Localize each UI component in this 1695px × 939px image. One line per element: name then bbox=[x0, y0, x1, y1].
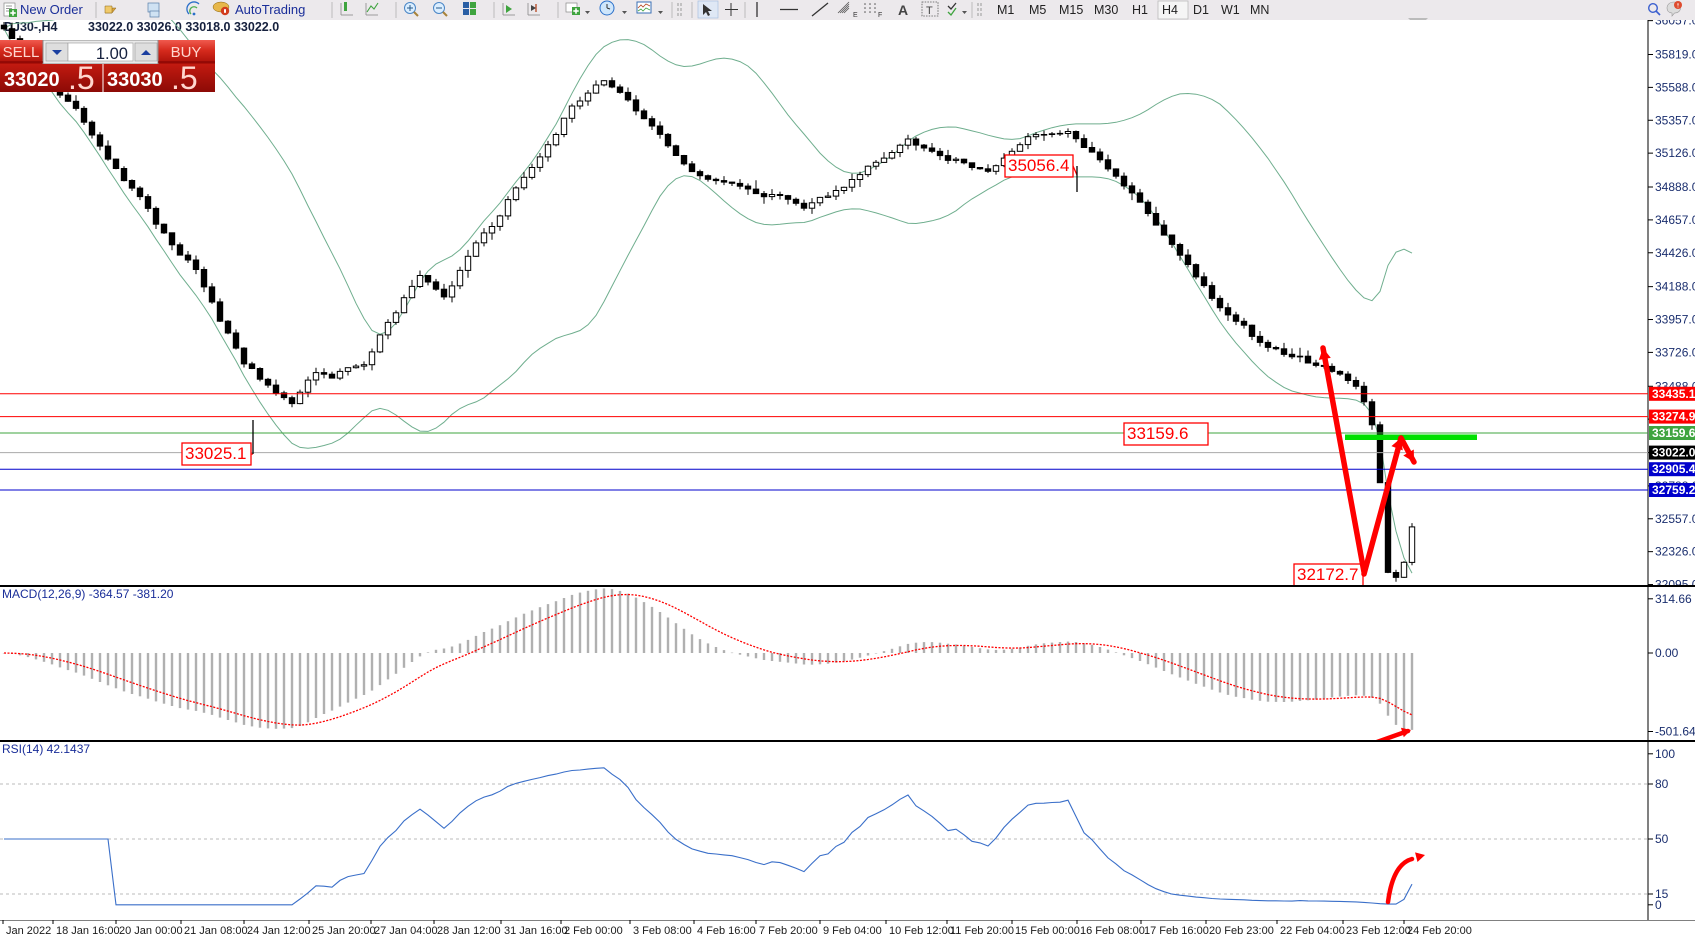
svg-text:M5: M5 bbox=[1029, 3, 1046, 17]
svg-text:34657.0: 34657.0 bbox=[1655, 213, 1695, 227]
svg-text:33022.0 33026.0 33018.0 33022.: 33022.0 33026.0 33018.0 33022.0 bbox=[88, 20, 279, 34]
svg-text:23 Feb 12:00: 23 Feb 12:00 bbox=[1346, 925, 1411, 937]
svg-text:4 Feb 16:00: 4 Feb 16:00 bbox=[697, 925, 756, 937]
svg-text:MACD(12,26,9) -364.57 -381.20: MACD(12,26,9) -364.57 -381.20 bbox=[2, 587, 174, 601]
svg-text:M15: M15 bbox=[1059, 3, 1083, 17]
svg-text:35357.0: 35357.0 bbox=[1655, 113, 1695, 127]
svg-text:1.00: 1.00 bbox=[96, 45, 128, 63]
svg-text:34888.0: 34888.0 bbox=[1655, 180, 1695, 194]
svg-text:11 Feb 20:00: 11 Feb 20:00 bbox=[950, 925, 1014, 937]
svg-text:20 Jan 00:00: 20 Jan 00:00 bbox=[119, 925, 183, 937]
svg-text:BUY: BUY bbox=[171, 44, 202, 61]
svg-text:17 Feb 16:00: 17 Feb 16:00 bbox=[1144, 925, 1209, 937]
svg-text:3 Feb 08:00: 3 Feb 08:00 bbox=[633, 925, 692, 937]
svg-text:M1: M1 bbox=[997, 3, 1014, 17]
svg-text:9 Feb 04:00: 9 Feb 04:00 bbox=[823, 925, 882, 937]
svg-text:2 Feb 00:00: 2 Feb 00:00 bbox=[564, 925, 623, 937]
svg-text:21 Jan 08:00: 21 Jan 08:00 bbox=[184, 925, 248, 937]
svg-text:36057.0: 36057.0 bbox=[1655, 20, 1695, 28]
svg-text:H1: H1 bbox=[1132, 3, 1148, 17]
svg-text:F: F bbox=[878, 12, 882, 19]
svg-text:80: 80 bbox=[1655, 777, 1669, 791]
svg-text:24 Jan 12:00: 24 Jan 12:00 bbox=[247, 925, 311, 937]
svg-text:100: 100 bbox=[1655, 747, 1675, 761]
svg-text:18 Jan 16:00: 18 Jan 16:00 bbox=[56, 925, 120, 937]
svg-text:0.00: 0.00 bbox=[1655, 646, 1679, 660]
svg-text:T: T bbox=[926, 5, 933, 17]
svg-text:.5: .5 bbox=[68, 60, 95, 92]
svg-text:New Order: New Order bbox=[20, 2, 84, 17]
svg-text:AutoTrading: AutoTrading bbox=[235, 2, 305, 17]
svg-text:32759.2: 32759.2 bbox=[1652, 483, 1695, 497]
svg-text:Jan 2022: Jan 2022 bbox=[6, 925, 51, 937]
svg-text:32095.0: 32095.0 bbox=[1655, 578, 1695, 585]
svg-text:10 Feb 12:00: 10 Feb 12:00 bbox=[889, 925, 954, 937]
svg-text:M30: M30 bbox=[1094, 3, 1118, 17]
svg-text:22 Feb 04:00: 22 Feb 04:00 bbox=[1280, 925, 1345, 937]
svg-text:33159.6: 33159.6 bbox=[1127, 424, 1188, 443]
svg-text:H4: H4 bbox=[1162, 3, 1178, 17]
svg-text:314.66: 314.66 bbox=[1655, 592, 1692, 606]
svg-text:32326.0: 32326.0 bbox=[1655, 545, 1695, 559]
svg-text:24 Feb 20:00: 24 Feb 20:00 bbox=[1407, 925, 1472, 937]
svg-text:33274.9: 33274.9 bbox=[1652, 410, 1695, 424]
svg-text:RSI(14) 42.1437: RSI(14) 42.1437 bbox=[2, 742, 90, 756]
svg-text:35056.4: 35056.4 bbox=[1008, 156, 1069, 175]
svg-text:31 Jan 16:00: 31 Jan 16:00 bbox=[504, 925, 568, 937]
svg-text:33025.1: 33025.1 bbox=[185, 444, 246, 463]
svg-text:D1: D1 bbox=[1193, 3, 1209, 17]
svg-text:33435.1: 33435.1 bbox=[1652, 387, 1695, 401]
svg-text:32905.4: 32905.4 bbox=[1652, 462, 1695, 476]
svg-text:28 Jan 12:00: 28 Jan 12:00 bbox=[437, 925, 501, 937]
svg-text:35819.0: 35819.0 bbox=[1655, 48, 1695, 62]
svg-text:16 Feb 08:00: 16 Feb 08:00 bbox=[1080, 925, 1145, 937]
svg-text:25 Jan 20:00: 25 Jan 20:00 bbox=[312, 925, 376, 937]
svg-text:MN: MN bbox=[1250, 3, 1269, 17]
svg-text:33020: 33020 bbox=[4, 69, 60, 91]
svg-text:50: 50 bbox=[1655, 832, 1669, 846]
svg-text:32172.7: 32172.7 bbox=[1297, 565, 1358, 584]
svg-text:33030: 33030 bbox=[107, 69, 163, 91]
svg-text:33022.0: 33022.0 bbox=[1652, 446, 1695, 460]
svg-text:35126.0: 35126.0 bbox=[1655, 146, 1695, 160]
svg-text:-501.64: -501.64 bbox=[1655, 725, 1695, 739]
svg-text:15 Feb 00:00: 15 Feb 00:00 bbox=[1015, 925, 1080, 937]
svg-text:A: A bbox=[898, 2, 908, 18]
svg-text:33957.0: 33957.0 bbox=[1655, 313, 1695, 327]
svg-text:33726.0: 33726.0 bbox=[1655, 345, 1695, 359]
svg-text:SELL: SELL bbox=[3, 44, 40, 61]
svg-text:7 Feb 20:00: 7 Feb 20:00 bbox=[759, 925, 818, 937]
svg-text:35588.0: 35588.0 bbox=[1655, 80, 1695, 94]
svg-text:27 Jan 04:00: 27 Jan 04:00 bbox=[374, 925, 438, 937]
svg-text:E: E bbox=[853, 12, 858, 19]
svg-text:34188.0: 34188.0 bbox=[1655, 280, 1695, 294]
svg-text:32557.0: 32557.0 bbox=[1655, 512, 1695, 526]
svg-text:20 Feb 23:00: 20 Feb 23:00 bbox=[1209, 925, 1274, 937]
svg-text:33159.6: 33159.6 bbox=[1652, 426, 1695, 440]
svg-text:W1: W1 bbox=[1221, 3, 1240, 17]
svg-text:34426.0: 34426.0 bbox=[1655, 246, 1695, 260]
svg-text:0: 0 bbox=[1655, 898, 1662, 912]
svg-text:.5: .5 bbox=[171, 60, 198, 92]
